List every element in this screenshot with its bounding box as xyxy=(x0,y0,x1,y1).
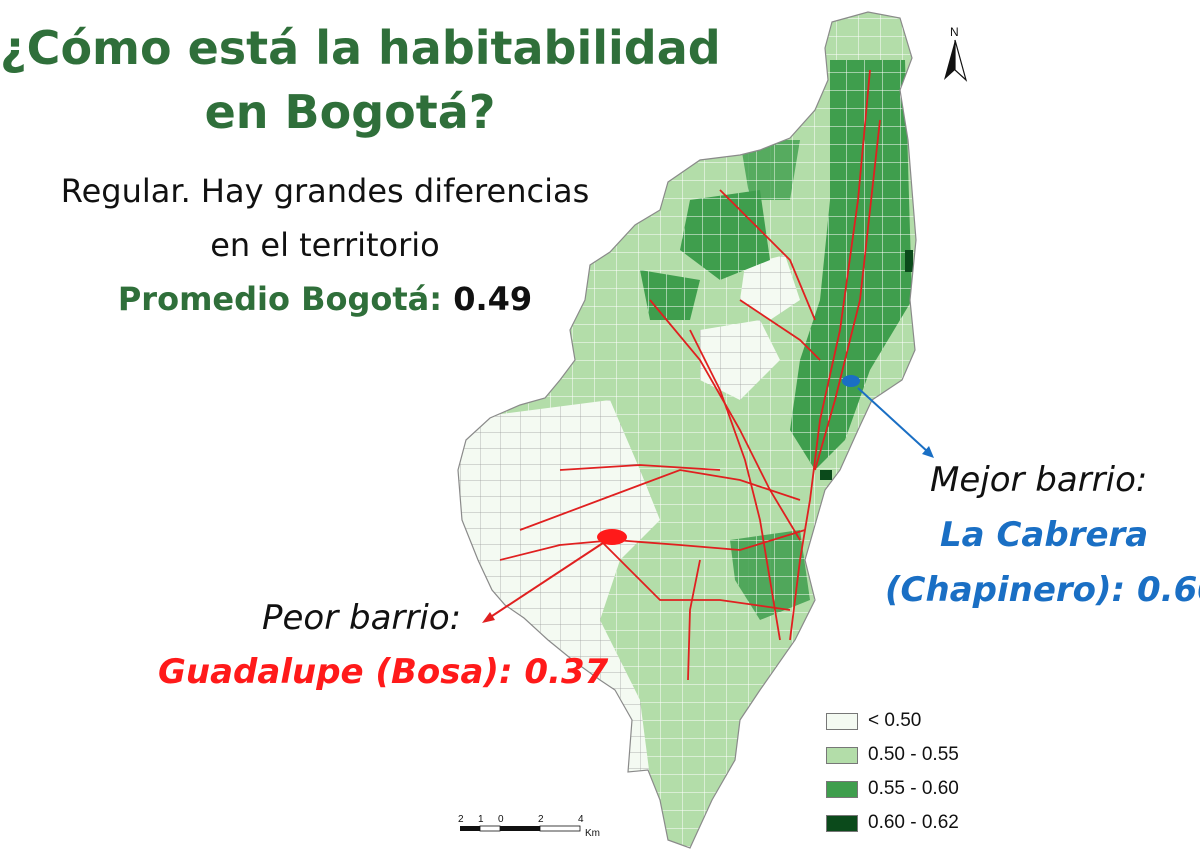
scale-tick-label: 4 xyxy=(578,814,584,825)
scale-tick-label: 1 xyxy=(478,814,484,825)
average-label: Promedio Bogotá: xyxy=(117,280,443,318)
page-title-line2: en Bogotá? xyxy=(204,85,496,139)
scale-tick-label: 0 xyxy=(498,814,504,825)
best-value-line1: La Cabrera xyxy=(940,515,1149,555)
legend-item: 0.50 - 0.55 xyxy=(826,738,959,772)
worst-callout-arrow xyxy=(485,542,604,621)
legend-label: 0.50 - 0.55 xyxy=(868,744,959,765)
subtitle-line1: Regular. Hay grandes diferencias xyxy=(60,172,590,210)
legend-item: 0.60 - 0.62 xyxy=(826,806,959,840)
page-title-line1: ¿Cómo está la habitabilidad xyxy=(0,21,721,75)
scale-bar: 2 1 0 2 4 Km xyxy=(458,814,600,839)
legend-item: < 0.50 xyxy=(826,704,959,738)
best-callout-arrow xyxy=(857,387,929,453)
average-value: 0.49 xyxy=(453,280,533,318)
legend-label: < 0.50 xyxy=(868,710,922,731)
main-roads xyxy=(499,69,881,681)
worst-value: Guadalupe (Bosa): 0.37 xyxy=(158,652,609,692)
worst-neighborhood-marker xyxy=(597,529,627,545)
worst-label: Peor barrio: xyxy=(262,598,462,638)
north-arrow-icon: N xyxy=(944,25,968,82)
legend-swatch xyxy=(826,780,858,798)
legend-swatch xyxy=(826,814,858,832)
legend-item: 0.55 - 0.60 xyxy=(826,772,959,806)
best-value-line2: (Chapinero): 0.60 xyxy=(885,570,1200,610)
scale-tick-label: 2 xyxy=(458,814,464,825)
legend-label: 0.60 - 0.62 xyxy=(868,812,959,833)
scale-unit: Km xyxy=(585,828,600,839)
legend-swatch xyxy=(826,712,858,730)
best-label: Mejor barrio: xyxy=(930,460,1148,500)
legend-label: 0.55 - 0.60 xyxy=(868,778,959,799)
subtitle-line2: en el territorio xyxy=(210,226,440,264)
best-neighborhood-marker xyxy=(842,375,860,387)
average-text: Promedio Bogotá: 0.49 xyxy=(110,280,540,318)
north-label: N xyxy=(950,25,959,39)
legend-swatch xyxy=(826,746,858,764)
map-legend: < 0.50 0.50 - 0.55 0.55 - 0.60 0.60 - 0.… xyxy=(826,704,959,840)
scale-tick-label: 2 xyxy=(538,814,544,825)
